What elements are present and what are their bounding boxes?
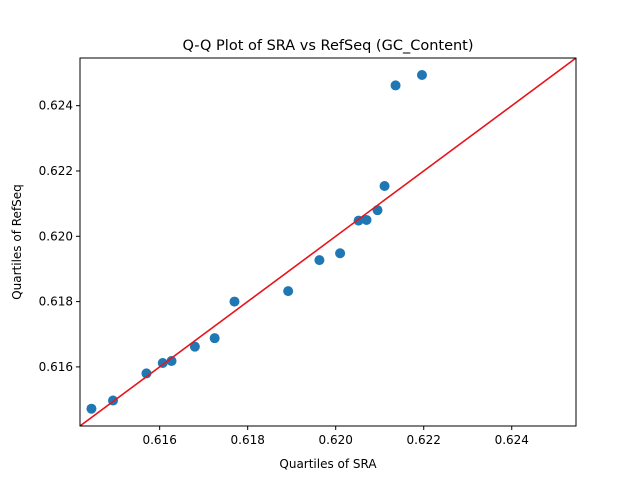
data-point-5 xyxy=(166,356,177,367)
data-point-17 xyxy=(416,69,427,80)
y-tick-label: 0.616 xyxy=(39,360,73,374)
data-point-8 xyxy=(229,296,240,307)
x-tick-label: 0.622 xyxy=(407,433,441,447)
x-tick-label: 0.620 xyxy=(319,433,353,447)
x-tick-label: 0.616 xyxy=(142,433,176,447)
data-point-16 xyxy=(390,80,401,91)
y-tick-label: 0.624 xyxy=(39,99,73,113)
data-point-11 xyxy=(335,248,346,259)
plot-area: 0.616 0.618 0.620 0.622 0.624 0.616 0.618 0.620… xyxy=(39,57,577,447)
x-axis-label: Quartiles of SRA xyxy=(279,457,377,471)
x-tick-label: 0.618 xyxy=(231,433,265,447)
reference-line xyxy=(80,58,576,426)
x-tick-label: 0.624 xyxy=(495,433,529,447)
data-point-13 xyxy=(361,214,372,225)
data-point-3 xyxy=(141,368,152,379)
data-point-15 xyxy=(379,181,390,191)
chart-title: Q-Q Plot of SRA vs RefSeq (GC_Content) xyxy=(182,38,473,54)
y-tick-label: 0.622 xyxy=(39,164,73,178)
y-tick-label: 0.618 xyxy=(39,295,73,309)
data-point-6 xyxy=(189,341,200,352)
y-axis-label: Quartiles of RefSeq xyxy=(10,184,24,300)
data-point-10 xyxy=(314,255,325,266)
axes-frame xyxy=(79,57,577,427)
data-point-1 xyxy=(86,403,97,414)
y-tick-label: 0.620 xyxy=(39,229,73,243)
data-point-9 xyxy=(283,286,294,297)
data-point-7 xyxy=(209,333,220,344)
data-point-14 xyxy=(372,205,383,216)
